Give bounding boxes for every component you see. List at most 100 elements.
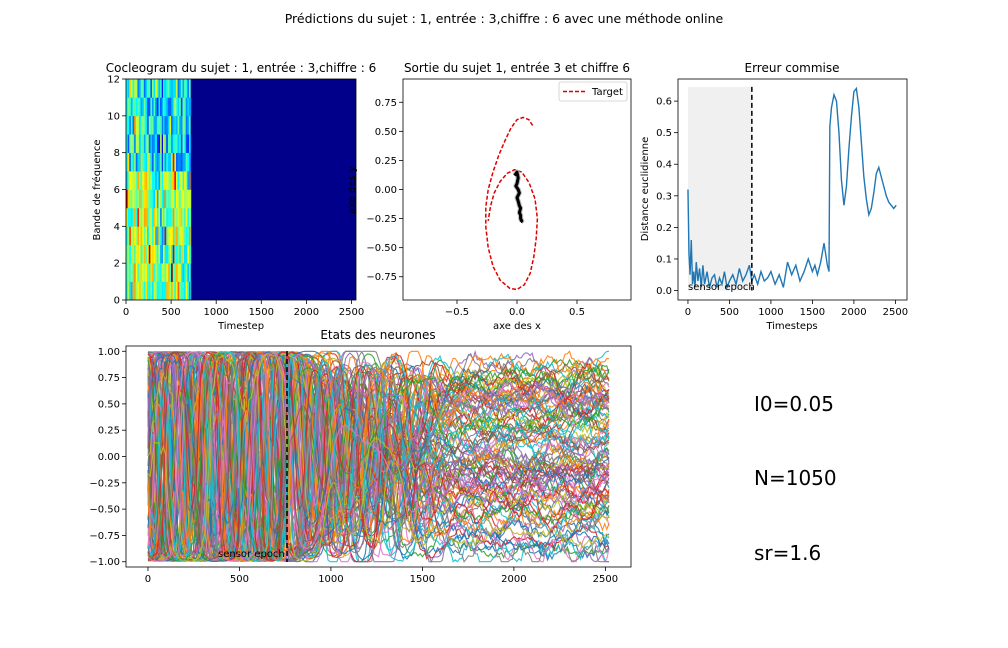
cochleogram-cell	[150, 152, 153, 172]
cochleogram-cell	[142, 189, 145, 209]
cochleogram-y-tick-label: 6	[114, 185, 120, 196]
cochleogram-cell	[172, 79, 175, 98]
cochleogram-cell	[126, 134, 128, 153]
cochleogram-cell	[147, 79, 150, 98]
cochleogram-cell	[169, 263, 172, 282]
trajectory-y-tick-label: 0.75	[375, 98, 397, 109]
cochleogram-cell	[148, 152, 151, 172]
cochleogram-cell	[164, 226, 167, 246]
cochleogram-cell	[166, 134, 169, 153]
cochleogram-heatmap	[126, 79, 356, 300]
cochleogram-cell	[162, 152, 165, 172]
neurons-sensor-epoch-label: sensor epoch	[218, 549, 285, 560]
neurons-plot	[147, 349, 610, 564]
cochleogram-cell	[135, 207, 138, 227]
cochleogram-cell	[143, 79, 146, 98]
cochleogram-cell	[147, 226, 150, 246]
cochleogram-cell	[177, 97, 180, 117]
cochleogram-cell	[182, 115, 185, 135]
cochleogram-cell	[161, 152, 164, 172]
cochleogram-cell	[179, 244, 182, 264]
cochleogram-cell	[134, 171, 137, 190]
cochleogram-cell	[156, 189, 159, 209]
cochleogram-cell	[140, 207, 143, 227]
cochleogram-cell	[161, 171, 164, 190]
cochleogram-cell	[174, 152, 177, 172]
cochleogram-cell	[174, 134, 177, 153]
cochleogram-cell	[135, 281, 138, 300]
cochleogram-cell	[190, 207, 192, 227]
cochleogram-cell	[155, 226, 158, 246]
cochleogram-cell	[140, 171, 143, 190]
cochleogram-cell	[150, 134, 153, 153]
neurons-panel: Etats des neurones 0 500 1000 1500 2000 2500 …	[89, 328, 632, 585]
cochleogram-cell	[155, 79, 158, 98]
cochleogram-cell	[126, 244, 128, 264]
cochleogram-cell	[134, 263, 137, 282]
cochleogram-cell	[166, 189, 169, 209]
cochleogram-cell	[175, 226, 178, 246]
cochleogram-cell	[151, 207, 154, 227]
cochleogram-cell	[138, 207, 141, 227]
figure-title: Prédictions du sujet : 1, entrée : 3,chi…	[285, 11, 724, 26]
trajectory-title: Sortie du sujet 1, entrée 3 et chiffre 6	[404, 61, 630, 75]
cochleogram-cell	[180, 97, 183, 117]
cochleogram-x-label: Timestep	[217, 321, 264, 332]
cochleogram-cell	[132, 244, 135, 264]
cochleogram-cell	[145, 115, 148, 135]
cochleogram-x-ticks: 0 500 1000 1500 2000 2500	[123, 300, 364, 318]
cochleogram-cell	[137, 97, 140, 117]
cochleogram-cell	[166, 115, 169, 135]
cochleogram-cell	[132, 226, 135, 246]
cochleogram-cell	[188, 171, 191, 190]
cochleogram-cell	[143, 226, 146, 246]
cochleogram-cell	[151, 244, 154, 264]
cochleogram-cell	[145, 97, 148, 117]
cochleogram-cell	[153, 226, 156, 246]
cochleogram-cell	[153, 281, 156, 300]
cochleogram-cell	[175, 244, 178, 264]
cochleogram-cell	[160, 281, 163, 300]
cochleogram-cell	[179, 171, 182, 190]
cochleogram-cell	[187, 207, 190, 227]
cochleogram-cell	[158, 189, 161, 209]
cochleogram-cell	[127, 115, 130, 135]
cochleogram-cell	[155, 207, 158, 227]
cochleogram-cell	[164, 189, 167, 209]
cochleogram-cell	[130, 244, 133, 264]
cochleogram-cell	[140, 226, 143, 246]
cochleogram-cell	[150, 281, 153, 300]
cochleogram-cell	[142, 134, 145, 153]
cochleogram-cell	[156, 115, 159, 135]
cochleogram-cell	[185, 281, 188, 300]
cochleogram-cell	[185, 79, 188, 98]
cochleogram-cell	[179, 152, 182, 172]
neuron-trace	[147, 350, 610, 560]
trajectory-y-tick-label: −0.75	[366, 272, 397, 283]
cochleogram-cell	[129, 171, 132, 190]
trajectory-y-tick-label: 0.00	[375, 185, 397, 196]
cochleogram-cell	[184, 189, 187, 209]
neurons-y-tick-label: 0.00	[98, 452, 120, 463]
cochleogram-cell	[147, 207, 150, 227]
cochleogram-cell	[150, 189, 153, 209]
cochleogram-cell	[137, 152, 140, 172]
cochleogram-cell	[142, 97, 145, 117]
cochleogram-cell	[162, 189, 165, 209]
cochleogram-cell	[142, 281, 145, 300]
cochleogram-cell	[156, 207, 159, 227]
error-title: Erreur commise	[745, 61, 840, 75]
cochleogram-cell	[184, 263, 187, 282]
cochleogram-cell	[188, 115, 191, 135]
cochleogram-cell	[137, 263, 140, 282]
cochleogram-cell	[126, 189, 128, 209]
cochleogram-cell	[156, 79, 159, 98]
cochleogram-cell	[137, 226, 140, 246]
trajectory-y-tick-label: −0.50	[366, 243, 397, 254]
cochleogram-cell	[179, 115, 182, 135]
cochleogram-cell	[153, 97, 156, 117]
cochleogram-cell	[138, 97, 141, 117]
cochleogram-cell	[182, 134, 185, 153]
cochleogram-cell	[126, 171, 128, 190]
cochleogram-cell	[172, 189, 175, 209]
